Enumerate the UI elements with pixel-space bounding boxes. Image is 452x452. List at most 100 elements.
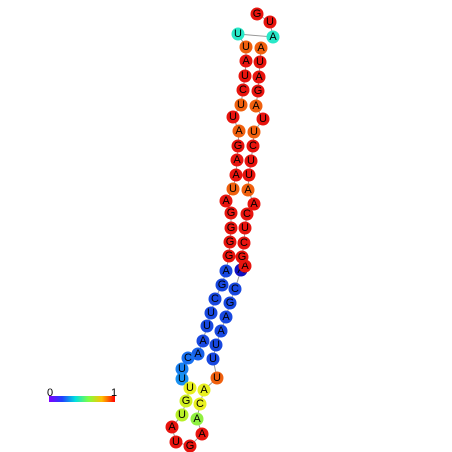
nucleotide: [208, 292, 222, 306]
nucleotide: [204, 306, 218, 320]
nucleotide-label: G: [218, 279, 227, 291]
nucleotide-label: C: [211, 293, 219, 305]
nucleotide-label: U: [229, 183, 237, 195]
nucleotide: [210, 371, 224, 385]
nucleotide-label: G: [226, 297, 235, 309]
nucleotide: [190, 412, 204, 426]
nucleotide: [250, 7, 264, 21]
nucleotide: [206, 352, 220, 366]
nucleotide-label: A: [200, 384, 208, 396]
nucleotide-label: C: [184, 352, 192, 364]
nucleotide-label: U: [186, 382, 194, 394]
nucleotide: [195, 427, 209, 441]
nucleotide-label: G: [234, 140, 243, 152]
nucleotide-label: U: [234, 28, 242, 40]
nucleotide: [219, 194, 233, 208]
nucleotide: [209, 338, 223, 352]
nucleotide-label: U: [256, 56, 264, 68]
nucleotide-label: A: [233, 154, 241, 166]
nucleotide: [231, 139, 245, 153]
nucleotide-label: G: [226, 236, 235, 248]
nucleotide: [196, 334, 210, 348]
nucleotide-label: G: [254, 85, 263, 97]
nucleotide-label: A: [222, 195, 230, 207]
nucleotide: [236, 83, 250, 97]
nucleotide-label: U: [241, 70, 249, 82]
nucleotide-label: A: [244, 184, 252, 196]
nucleotide-label: C: [240, 237, 248, 249]
nucleotide: [183, 439, 197, 452]
nucleotide: [249, 99, 263, 113]
nucleotide: [226, 110, 240, 124]
nucleotide-label: C: [249, 140, 257, 152]
nucleotide: [223, 235, 237, 249]
nucleotide: [219, 264, 233, 278]
nucleotide-label: U: [209, 353, 217, 365]
nucleotide: [247, 197, 261, 211]
nucleotide: [242, 168, 256, 182]
nucleotide-label: C: [239, 84, 247, 96]
nucleotide-label: U: [213, 372, 221, 384]
nucleotide-label: C: [196, 398, 204, 410]
nucleotide-label: A: [222, 265, 230, 277]
nucleotide: [251, 84, 265, 98]
nucleotide: [239, 54, 253, 68]
nucleotide: [229, 168, 243, 182]
nucleotide-label: U: [207, 307, 215, 319]
nucleotide-label: A: [222, 311, 230, 323]
nucleotide-label: A: [198, 428, 206, 440]
nucleotide: [247, 125, 261, 139]
nucleotide: [241, 183, 255, 197]
nucleotide-label: A: [235, 125, 243, 137]
nucleotide-label: U: [178, 363, 186, 375]
nucleotide-label: G: [253, 8, 262, 20]
nucleotide: [179, 394, 193, 408]
nucleotide: [253, 55, 267, 69]
nucleotide: [219, 310, 233, 324]
nucleotide: [175, 372, 189, 386]
nucleotide-label: A: [269, 31, 277, 43]
nucleotide: [165, 420, 179, 434]
nucleotide: [239, 40, 253, 54]
nucleotide-label: A: [199, 335, 207, 347]
nucleotide: [230, 153, 244, 167]
nucleotide: [266, 30, 280, 44]
nucleotide: [240, 207, 254, 221]
nucleotide: [214, 324, 228, 338]
nucleotide: [169, 435, 183, 449]
nucleotide-label: U: [245, 169, 253, 181]
nucleotide-label: A: [168, 421, 176, 433]
nucleotide: [237, 236, 251, 250]
nucleotide-label: U: [266, 16, 274, 28]
color-scale: [49, 396, 115, 402]
nucleotide-label: G: [225, 250, 234, 262]
nucleotide-label: U: [212, 339, 220, 351]
nucleotide: [232, 124, 246, 138]
nucleotide: [246, 139, 260, 153]
nucleotide: [200, 319, 214, 333]
nucleotide: [175, 408, 189, 422]
nucleotide: [235, 250, 249, 264]
nucleotide-label: U: [250, 126, 258, 138]
nucleotide: [224, 206, 238, 220]
nucleotide-label: A: [255, 71, 263, 83]
nucleotide-label: A: [217, 325, 225, 337]
nucleotide-label: A: [257, 42, 265, 54]
nucleotide: [183, 381, 197, 395]
nucleotide: [244, 154, 258, 168]
nucleotide: [238, 69, 252, 83]
nucleotide: [224, 221, 238, 235]
nucleotide-label: G: [227, 222, 236, 234]
nucleotide: [191, 347, 205, 361]
nucleotide: [175, 362, 189, 376]
nucleotide: [254, 41, 268, 55]
nucleotide: [256, 112, 270, 126]
nucleotide-label: U: [178, 409, 186, 421]
nucleotide-label: C: [243, 208, 251, 220]
nucleotide: [263, 15, 277, 29]
nucleotide: [181, 351, 195, 365]
nucleotide-label: A: [193, 413, 201, 425]
nucleotide-label: G: [186, 440, 195, 452]
nucleotide: [222, 249, 236, 263]
